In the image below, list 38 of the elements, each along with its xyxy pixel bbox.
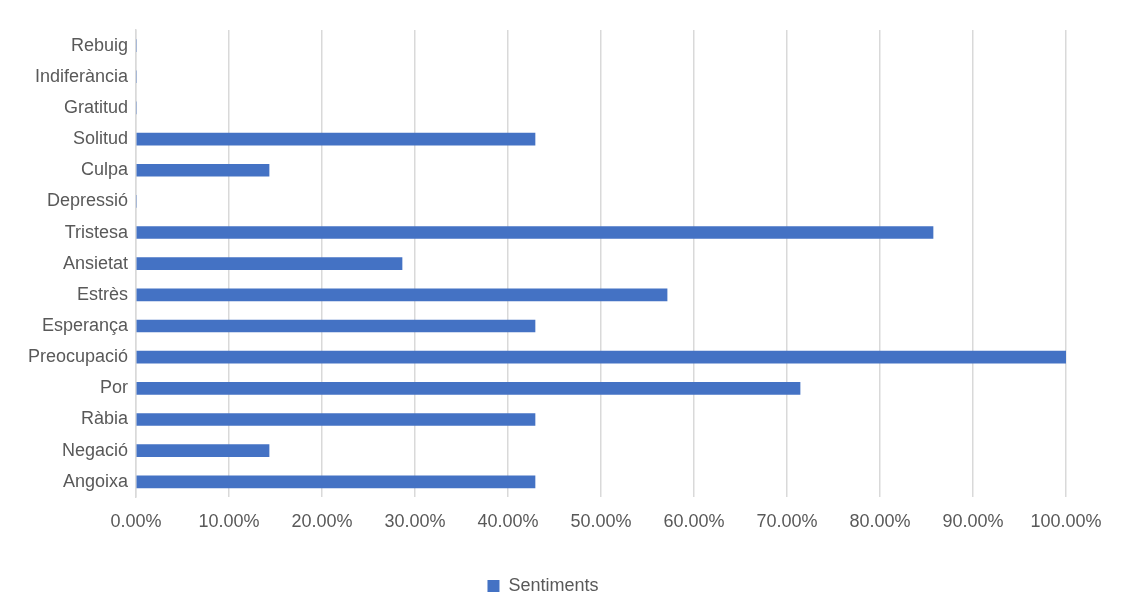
y-tick-label: Depressió bbox=[47, 190, 129, 211]
y-tick-label: Ansietat bbox=[63, 252, 129, 273]
x-tick-label: 90.00% bbox=[942, 511, 1004, 532]
y-tick-label: Rebuig bbox=[71, 34, 129, 55]
y-tick-label: Estrès bbox=[77, 283, 129, 304]
y-tick-label: Gratitud bbox=[64, 96, 129, 117]
y-tick-label: Esperança bbox=[42, 314, 130, 335]
x-tick-label: 80.00% bbox=[849, 511, 911, 532]
x-tick-label: 70.00% bbox=[756, 511, 818, 532]
x-tick-label: 100.00% bbox=[1030, 511, 1102, 532]
legend-label: Sentiments bbox=[508, 574, 599, 595]
x-tick-label: 30.00% bbox=[384, 511, 446, 532]
y-tick-label: Negació bbox=[62, 439, 129, 460]
bar bbox=[136, 226, 934, 239]
x-tick-label: 40.00% bbox=[477, 511, 539, 532]
y-tick-label: Preocupació bbox=[27, 346, 129, 367]
bar bbox=[136, 413, 536, 426]
bar bbox=[136, 257, 403, 271]
y-tick-label: Angoixa bbox=[63, 470, 130, 491]
y-tick-label: Tristesa bbox=[64, 221, 130, 242]
x-tick-label: 0.00% bbox=[110, 511, 162, 532]
x-tick-label: 20.00% bbox=[291, 511, 353, 532]
bar bbox=[136, 382, 801, 395]
bar bbox=[136, 350, 1066, 364]
y-tick-label: Culpa bbox=[81, 159, 130, 180]
x-tick-label: 10.00% bbox=[198, 511, 260, 532]
y-tick-label: Ràbia bbox=[81, 408, 130, 429]
bar bbox=[136, 444, 270, 457]
x-tick-label: 60.00% bbox=[663, 511, 725, 532]
y-tick-label: Por bbox=[100, 377, 129, 398]
x-tick-label: 50.00% bbox=[570, 511, 632, 532]
bar bbox=[136, 475, 536, 489]
y-tick-label: Solitud bbox=[73, 128, 129, 149]
bar bbox=[136, 288, 668, 302]
bar bbox=[136, 163, 270, 177]
bar bbox=[136, 132, 536, 146]
bar bbox=[136, 319, 536, 333]
y-tick-label: Indiferància bbox=[35, 65, 130, 86]
